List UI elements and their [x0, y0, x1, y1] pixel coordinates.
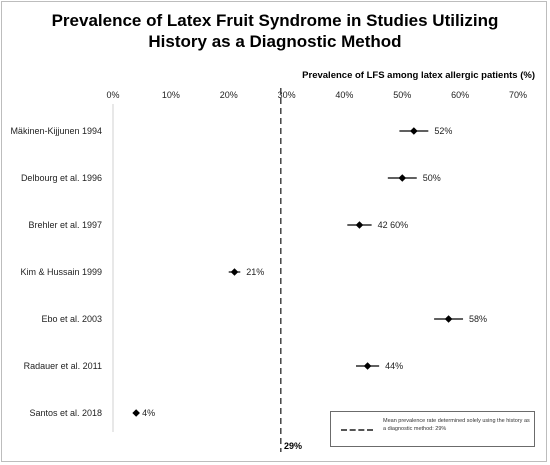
- x-tick-label: 0%: [106, 90, 119, 100]
- legend-text: Mean prevalence rate determined solely u…: [383, 418, 530, 432]
- study-label: Radauer et al. 2011: [24, 361, 102, 371]
- point-marker: [132, 409, 140, 417]
- study-label: Brehler et al. 1997: [28, 220, 102, 230]
- point-marker: [230, 268, 239, 276]
- point-marker: [398, 174, 407, 182]
- legend: Mean prevalence rate determined solely u…: [330, 411, 535, 447]
- study-label: Mäkinen-Kijjunen 1994: [10, 126, 102, 136]
- value-label: 52%: [434, 126, 452, 136]
- x-tick-label: 10%: [162, 90, 180, 100]
- study-label: Santos et al. 2018: [29, 408, 102, 418]
- chart-title-line-2: History as a Diagnostic Method: [148, 32, 402, 51]
- value-label: 42 60%: [378, 220, 409, 230]
- x-tick-label: 70%: [509, 90, 527, 100]
- point-marker: [355, 221, 364, 229]
- x-tick-label: 40%: [335, 90, 353, 100]
- point-marker: [363, 362, 372, 370]
- chart-title-line-1: Prevalence of Latex Fruit Syndrome in St…: [51, 11, 499, 30]
- value-label: 4%: [142, 408, 155, 418]
- x-tick-label: 60%: [451, 90, 469, 100]
- x-tick-label: 50%: [393, 90, 411, 100]
- study-label: Delbourg et al. 1996: [21, 173, 102, 183]
- legend-dashed-line: [341, 429, 373, 431]
- study-label: Kim & Hussain 1999: [20, 267, 102, 277]
- chart-title: Prevalence of Latex Fruit Syndrome in St…: [0, 10, 550, 52]
- value-label: 50%: [423, 173, 441, 183]
- point-marker: [444, 315, 453, 323]
- study-label: Ebo et al. 2003: [41, 314, 102, 324]
- mean-label: 29%: [284, 441, 303, 451]
- axis-label: Prevalence of LFS among latex allergic p…: [302, 70, 535, 81]
- x-tick-label: 20%: [220, 90, 238, 100]
- value-label: 21%: [246, 267, 264, 277]
- value-label: 58%: [469, 314, 487, 324]
- value-label: 44%: [385, 361, 403, 371]
- x-tick-label: 30%: [278, 90, 296, 100]
- point-marker: [410, 127, 418, 135]
